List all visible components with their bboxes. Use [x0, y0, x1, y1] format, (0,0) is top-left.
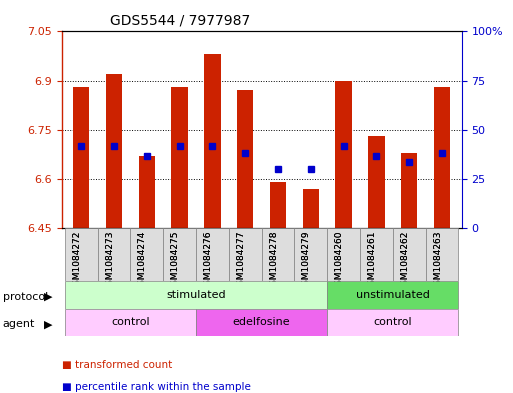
Bar: [270, 182, 286, 228]
Text: GSM1084262: GSM1084262: [400, 231, 409, 291]
FancyBboxPatch shape: [65, 309, 196, 336]
FancyBboxPatch shape: [163, 228, 196, 281]
Text: control: control: [373, 317, 412, 327]
FancyBboxPatch shape: [426, 228, 459, 281]
FancyBboxPatch shape: [294, 228, 327, 281]
Text: GDS5544 / 7977987: GDS5544 / 7977987: [110, 13, 250, 28]
Text: GSM1084272: GSM1084272: [72, 231, 81, 291]
Text: GSM1084260: GSM1084260: [334, 231, 344, 291]
Text: GSM1084276: GSM1084276: [204, 231, 212, 291]
FancyBboxPatch shape: [262, 228, 294, 281]
Text: GSM1084261: GSM1084261: [367, 231, 377, 291]
Text: GSM1084263: GSM1084263: [433, 231, 442, 291]
Bar: [73, 87, 89, 228]
FancyBboxPatch shape: [196, 309, 327, 336]
Bar: [401, 152, 418, 228]
FancyBboxPatch shape: [229, 228, 262, 281]
Text: unstimulated: unstimulated: [356, 290, 430, 300]
Text: ■ percentile rank within the sample: ■ percentile rank within the sample: [62, 382, 250, 392]
Text: GSM1084276: GSM1084276: [204, 231, 212, 291]
Bar: [204, 54, 221, 228]
Text: GSM1084274: GSM1084274: [138, 231, 147, 291]
Text: stimulated: stimulated: [166, 290, 226, 300]
Text: GSM1084275: GSM1084275: [171, 231, 180, 291]
FancyBboxPatch shape: [360, 228, 393, 281]
Text: GSM1084274: GSM1084274: [138, 231, 147, 291]
Text: GSM1084278: GSM1084278: [269, 231, 278, 291]
Bar: [368, 136, 385, 228]
Text: GSM1084272: GSM1084272: [72, 231, 81, 291]
FancyBboxPatch shape: [65, 281, 327, 309]
FancyBboxPatch shape: [196, 228, 229, 281]
Bar: [106, 74, 122, 228]
Bar: [336, 81, 352, 228]
Text: agent: agent: [3, 319, 35, 329]
FancyBboxPatch shape: [327, 309, 459, 336]
Text: GSM1084263: GSM1084263: [433, 231, 442, 291]
Text: GSM1084273: GSM1084273: [105, 231, 114, 291]
Text: edelfosine: edelfosine: [233, 317, 290, 327]
Text: ■ transformed count: ■ transformed count: [62, 360, 172, 371]
Bar: [434, 87, 450, 228]
FancyBboxPatch shape: [327, 281, 459, 309]
Text: GSM1084275: GSM1084275: [171, 231, 180, 291]
Text: GSM1084277: GSM1084277: [236, 231, 245, 291]
Text: GSM1084279: GSM1084279: [302, 231, 311, 291]
FancyBboxPatch shape: [393, 228, 426, 281]
Bar: [139, 156, 155, 228]
Bar: [171, 87, 188, 228]
Text: GSM1084273: GSM1084273: [105, 231, 114, 291]
Text: protocol: protocol: [3, 292, 48, 302]
FancyBboxPatch shape: [130, 228, 163, 281]
Text: GSM1084277: GSM1084277: [236, 231, 245, 291]
Bar: [237, 90, 253, 228]
FancyBboxPatch shape: [327, 228, 360, 281]
Text: ▶: ▶: [44, 319, 52, 329]
Text: GSM1084278: GSM1084278: [269, 231, 278, 291]
Text: GSM1084262: GSM1084262: [400, 231, 409, 291]
Text: ▶: ▶: [44, 292, 52, 302]
Text: control: control: [111, 317, 150, 327]
Bar: [303, 189, 319, 228]
FancyBboxPatch shape: [65, 228, 97, 281]
FancyBboxPatch shape: [97, 228, 130, 281]
Text: GSM1084261: GSM1084261: [367, 231, 377, 291]
Text: GSM1084279: GSM1084279: [302, 231, 311, 291]
Text: GSM1084260: GSM1084260: [334, 231, 344, 291]
